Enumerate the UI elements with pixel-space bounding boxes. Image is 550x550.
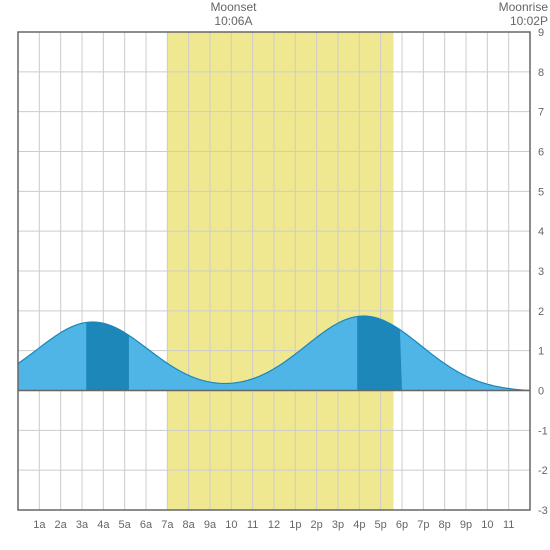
y-tick-label: 6 [538, 147, 544, 159]
moonrise-time: 10:02P [490, 14, 548, 28]
moonset-title: Moonset [193, 0, 273, 14]
y-tick-label: 3 [538, 266, 544, 278]
x-tick-label: 5p [375, 519, 387, 531]
y-tick-label: 5 [538, 186, 544, 198]
x-tick-label: 6p [396, 519, 408, 531]
tide-area-dark-0 [86, 322, 129, 391]
y-tick-label: 0 [538, 386, 544, 398]
x-tick-label: 3a [76, 519, 89, 531]
moonset-time: 10:06A [193, 14, 273, 28]
x-tick-label: 10 [481, 519, 493, 531]
x-tick-label: 11 [503, 519, 514, 531]
moonrise-title: Moonrise [490, 0, 548, 14]
x-tick-label: 12 [268, 519, 280, 531]
x-tick-label: 2a [55, 519, 68, 531]
x-tick-label: 11 [247, 519, 258, 531]
moonset-label: Moonset 10:06A [193, 0, 273, 29]
tide-chart: Moonset 10:06A Moonrise 10:02P 1a2a3a4a5… [0, 0, 550, 550]
x-tick-label: 9p [460, 519, 472, 531]
x-tick-label: 4a [97, 519, 110, 531]
y-tick-label: 8 [538, 67, 544, 79]
x-tick-label: 7a [161, 519, 174, 531]
moonrise-label: Moonrise 10:02P [490, 0, 548, 29]
x-tick-label: 2p [311, 519, 323, 531]
x-tick-label: 8a [183, 519, 196, 531]
x-tick-label: 4p [353, 519, 365, 531]
x-tick-label: 7p [417, 519, 429, 531]
y-tick-label: -2 [538, 465, 548, 477]
x-tick-label: 9a [204, 519, 217, 531]
x-tick-label: 1a [33, 519, 46, 531]
x-tick-label: 10 [225, 519, 237, 531]
y-tick-label: 7 [538, 107, 544, 119]
y-tick-label: -3 [538, 505, 548, 517]
y-tick-label: 4 [538, 226, 544, 238]
x-tick-label: 8p [439, 519, 451, 531]
y-tick-label: 9 [538, 27, 544, 39]
x-tick-label: 1p [289, 519, 301, 531]
y-tick-label: -1 [538, 425, 548, 437]
x-tick-label: 3p [332, 519, 344, 531]
chart-svg: 1a2a3a4a5a6a7a8a9a1011121p2p3p4p5p6p7p8p… [0, 0, 550, 550]
y-tick-label: 2 [538, 306, 544, 318]
x-tick-label: 5a [119, 519, 132, 531]
x-tick-label: 6a [140, 519, 153, 531]
y-tick-label: 1 [538, 346, 544, 358]
